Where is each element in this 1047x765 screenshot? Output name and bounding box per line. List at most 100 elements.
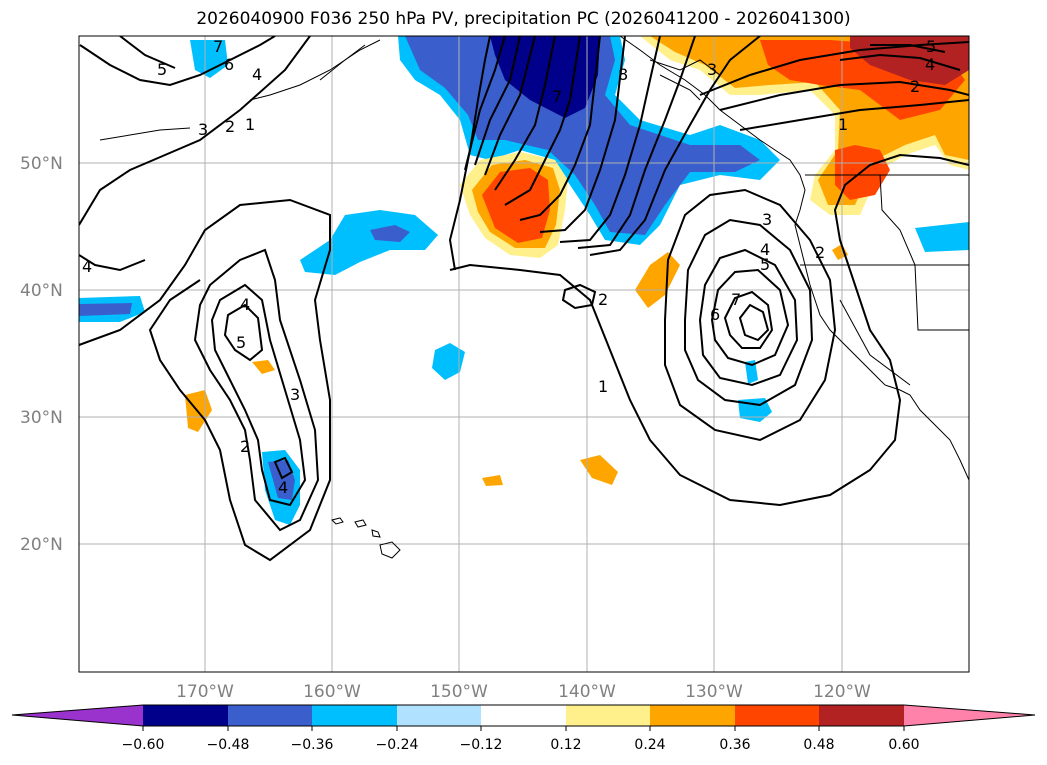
contour-label: 4: [240, 295, 250, 314]
contour-label: 4: [925, 55, 935, 74]
contour-label: 3: [707, 60, 717, 79]
contour-e-5: [710, 268, 790, 367]
colorbar-tick-label: −0.24: [376, 737, 419, 753]
colorbar-tick-label: −0.48: [207, 737, 250, 753]
contour-w-9: [119, 36, 176, 69]
colorbar-tick-label: 0.24: [634, 737, 665, 753]
contour-e-8: [561, 283, 597, 310]
contour-label: 6: [710, 305, 720, 324]
colorbar-swatch: [566, 705, 650, 726]
precip-orange-5: [635, 252, 680, 308]
precip-orange-2: [252, 360, 275, 374]
colorbar-tick-label: −0.12: [460, 737, 503, 753]
lon-axis: 170°W 160°W 150°W 140°W 130°W 120°W: [176, 682, 871, 702]
contour-ne-4: [839, 53, 961, 71]
precip-ne-inland: [835, 145, 890, 200]
contour-e-7: [738, 303, 770, 342]
contour-ne-5: [870, 44, 946, 53]
contour-label: 3: [762, 210, 772, 229]
contour-label: 2: [910, 77, 920, 96]
precip-patch-7: [915, 222, 969, 252]
contour-label: 7: [213, 37, 223, 56]
contour-e-1: [449, 153, 969, 507]
contour-label: 4: [252, 65, 262, 84]
contour-w-1: [79, 36, 311, 226]
hawaii-islands: [331, 517, 401, 559]
contour-c-9: [559, 36, 661, 243]
lon-label-160w: 160°W: [303, 682, 361, 702]
colorbar-swatch: [143, 705, 228, 726]
colorbar-tick-label: 0.12: [550, 737, 581, 753]
colorbar-swatch: [12, 705, 143, 726]
contour-label: 4: [760, 240, 770, 259]
contour-ne-2: [719, 80, 969, 111]
precip-patch-8: [190, 40, 228, 78]
colorbar-tick-label: −0.60: [122, 737, 165, 753]
contour-label-group: 1 1 1 2 2 2 2 2 3 3 3 3 4 4 4 4 4 4 5 5 …: [82, 37, 936, 497]
contour-label: 2: [815, 243, 825, 262]
precip-patch-3: [432, 343, 465, 380]
contour-label: 4: [278, 478, 288, 497]
contour-label: 3: [198, 120, 208, 139]
colorbar-tick-label: −0.36: [291, 737, 334, 753]
precip-patch-1b: [370, 225, 410, 242]
contour-label: 5: [926, 37, 936, 56]
contour-c-4: [484, 36, 536, 176]
precip-neg-strong: [490, 36, 600, 118]
precip-orange-6: [832, 244, 848, 260]
colorbar-swatch: [904, 705, 1035, 726]
contour-e-6: [723, 290, 774, 349]
map-frame: [78, 35, 970, 673]
lat-label-40n: 40°N: [20, 281, 63, 301]
precip-shading: [79, 36, 969, 525]
contour-e-4: [698, 248, 799, 387]
pv-contours: [79, 36, 969, 562]
contour-label: 4: [82, 257, 92, 276]
lat-label-30n: 30°N: [20, 408, 63, 428]
colorbar-tick-label: 0.36: [719, 737, 750, 753]
contour-ne-3: [739, 99, 969, 131]
contour-label: 3: [290, 385, 300, 404]
contour-label: 1: [838, 115, 848, 134]
precip-orange-3: [580, 455, 618, 485]
lon-label-150w: 150°W: [430, 682, 488, 702]
precip-patch-1: [300, 210, 438, 275]
lon-label-130w: 130°W: [685, 682, 743, 702]
colorbar-swatch: [312, 705, 397, 726]
graticule: [79, 36, 969, 672]
contour-label: 1: [598, 377, 608, 396]
lon-label-140w: 140°W: [558, 682, 616, 702]
contour-label: 1: [245, 115, 255, 134]
contour-w-5: [223, 303, 264, 362]
precip-neg-mid: [405, 36, 760, 235]
contour-label: 6: [224, 55, 234, 74]
colorbar-swatch: [228, 705, 312, 726]
contour-ne-1: [699, 41, 969, 96]
colorbar: −0.60 −0.48 −0.36 −0.24 −0.12 0.12 0.24 …: [11, 704, 1036, 753]
contour-c-10: [577, 36, 696, 249]
contour-label: 5: [760, 255, 770, 274]
precip-orange-4: [482, 475, 503, 486]
contour-c-8: [539, 36, 626, 233]
colorbar-ticks: [142, 726, 905, 731]
colorbar-swatch: [819, 705, 904, 726]
contour-w-2: [79, 198, 331, 562]
contour-c-11: [589, 36, 761, 256]
lon-label-170w: 170°W: [176, 682, 234, 702]
contour-c-7: [519, 36, 601, 221]
colorbar-swatch: [397, 705, 481, 726]
contour-c-2: [464, 36, 506, 171]
contour-label: 8: [618, 65, 628, 84]
contour-label: 2: [225, 117, 235, 136]
colorbar-swatch: [650, 705, 735, 726]
contour-c-3: [474, 36, 521, 166]
chart-title: 2026040900 F036 250 hPa PV, precipitatio…: [196, 9, 851, 29]
lat-axis: 50°N 40°N 30°N 20°N: [20, 154, 63, 555]
contour-c-5: [494, 36, 556, 191]
contour-w-3: [193, 248, 320, 532]
lat-label-50n: 50°N: [20, 154, 63, 174]
precip-patch-2b: [79, 303, 132, 316]
colorbar-swatch: [481, 705, 566, 726]
contour-label: 5: [157, 60, 167, 79]
contour-c-6: [504, 36, 581, 206]
